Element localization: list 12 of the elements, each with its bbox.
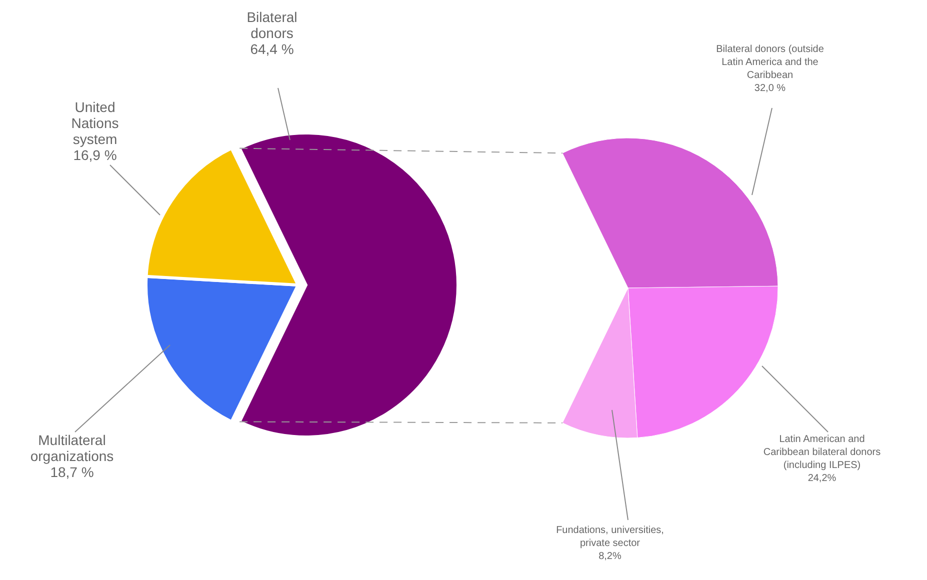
data-label: 16,9 % <box>73 147 117 163</box>
data-label: 8,2% <box>598 551 622 562</box>
slice-label: Multilateral organizations <box>30 432 114 464</box>
slice-label: Bilateral donors (outside Latin America and the Caribbean <box>716 44 824 81</box>
slice-label: Fundations, universities, private sector <box>556 525 664 549</box>
slice-label: United Nations system <box>71 99 119 147</box>
data-label: 18,7 % <box>50 464 94 480</box>
data-label: 32,0 % <box>754 83 786 94</box>
slice-label: Bilateral donors <box>246 9 298 41</box>
slice-label: Latin American and Caribbean bilateral donors (including ILPES) <box>763 434 881 471</box>
data-label: 64,4 % <box>250 41 294 57</box>
data-label: 24,2% <box>808 473 836 484</box>
